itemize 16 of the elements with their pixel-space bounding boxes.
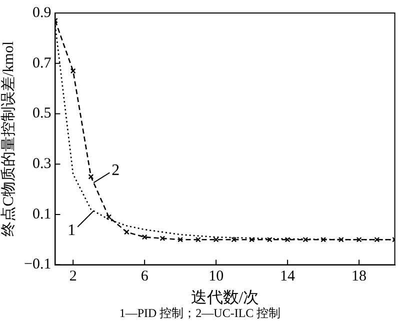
x-tick-label: 14 [280,268,296,285]
y-tick-label: 0.7 [32,55,52,72]
x-tick-label: 6 [140,268,149,285]
y-tick-label: 0.3 [32,156,52,172]
y-axis-title: 终点C物质的量控制误差/kmol [0,41,17,236]
series-label: 1 [68,222,76,240]
y-tick-label: 0.9 [32,4,52,21]
x-tick-label: 10 [208,268,224,285]
x-tick-label: 2 [69,268,77,285]
text: 1—PID 控制；2—UC-ILC 控制 [119,306,281,320]
x-tick-label: 18 [352,268,367,285]
y-tick-label: 0.5 [32,106,52,122]
y-tick-label: −0.1 [24,256,52,273]
legend-label: 2 [112,162,120,179]
x-axis-title: 迭代数/次 [190,288,260,307]
y-tick-label: 0.1 [32,206,52,222]
